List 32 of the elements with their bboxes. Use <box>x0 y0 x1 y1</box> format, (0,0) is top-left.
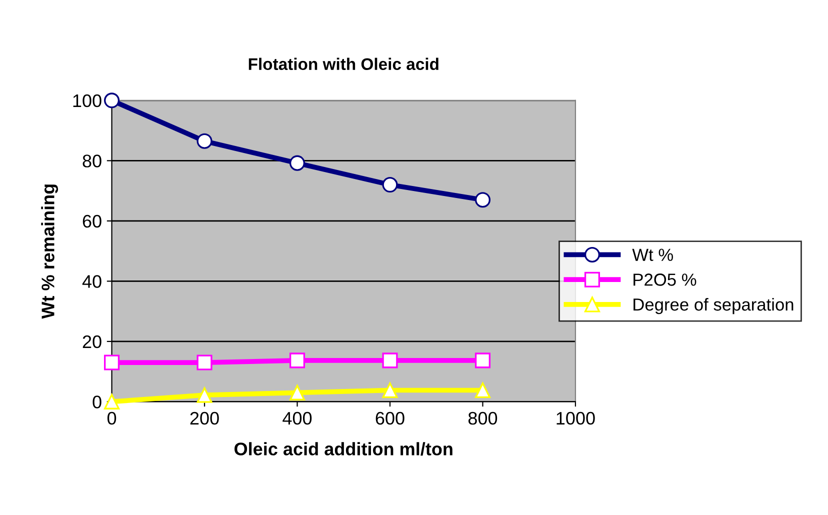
y-tick-label: 100 <box>73 94 102 108</box>
point <box>382 382 398 398</box>
y-tick-label: 20 <box>82 335 102 348</box>
point <box>104 92 120 108</box>
legend-label: Wt % <box>632 248 673 261</box>
x-tick-label: 800 <box>468 412 498 425</box>
point <box>474 352 491 368</box>
point <box>474 382 491 398</box>
point <box>104 354 120 370</box>
x-axis-title: Oleic acid addition ml/ton <box>234 442 452 456</box>
point <box>196 133 212 149</box>
x-tick-label: 200 <box>190 412 219 425</box>
y-axis-title: Wt % remaining <box>41 184 58 319</box>
x-tick-label: 600 <box>376 412 404 425</box>
point <box>289 155 306 171</box>
point <box>196 387 212 403</box>
point <box>382 352 398 368</box>
point <box>196 354 212 370</box>
point <box>289 352 306 368</box>
y-tick-label: 60 <box>82 214 102 228</box>
point <box>382 177 398 193</box>
y-tick-label: 80 <box>82 154 102 168</box>
y-tick-label: 40 <box>82 275 102 288</box>
x-tick-label: 0 <box>107 412 116 425</box>
x-tick-label: 1000 <box>556 412 595 425</box>
y-tick-label: 0 <box>92 396 102 408</box>
point <box>289 384 306 400</box>
chart-title: Flotation with Oleic acid <box>248 58 438 70</box>
legend-label: Degree of separation <box>634 298 794 314</box>
x-tick-label: 400 <box>282 412 312 425</box>
legend-label: P2O5 % <box>634 274 696 286</box>
point <box>474 192 491 208</box>
